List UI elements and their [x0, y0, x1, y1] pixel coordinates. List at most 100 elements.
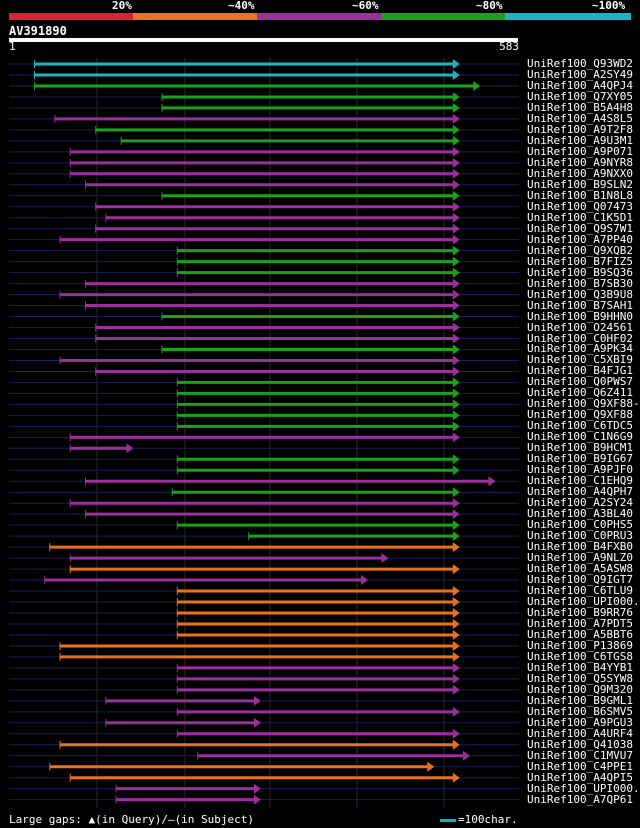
hit-label[interactable]: UniRef100_A5ASW8: [527, 562, 633, 576]
hit-label[interactable]: UniRef100_Q41038: [527, 737, 633, 751]
hit-arrowhead: [452, 399, 460, 410]
hit-label[interactable]: UniRef100_A5BBT6: [527, 627, 633, 641]
hit-arrowhead: [452, 651, 460, 662]
hit-label[interactable]: UniRef100_A9NYR8: [527, 155, 633, 169]
hit-arrowhead: [452, 597, 460, 608]
hit-label[interactable]: UniRef100_Q5SYW8: [527, 671, 633, 685]
legend-label-40: ~40%: [228, 0, 255, 12]
hit-label[interactable]: UniRef100_B6SMV5: [527, 704, 633, 718]
hit-arrowhead: [452, 190, 460, 201]
hit-label[interactable]: UniRef100_B7SB30: [527, 276, 633, 290]
hit-label[interactable]: UniRef100_A4QPH7: [527, 485, 633, 499]
hit-label[interactable]: UniRef100_Q07473: [527, 199, 633, 213]
hit-arrowhead: [452, 146, 460, 157]
hit-label[interactable]: UniRef100_C1EHQ9: [527, 474, 633, 488]
hit-label[interactable]: UniRef100_Q6Z411: [527, 386, 633, 400]
hit-label[interactable]: UniRef100_A9PK34: [527, 342, 633, 356]
hit-label[interactable]: UniRef100_A9P071: [527, 144, 633, 158]
hit-label[interactable]: UniRef100_A9T2F8: [527, 122, 633, 136]
hit-arrowhead: [253, 794, 261, 805]
hit-arrowhead: [452, 388, 460, 399]
hit-label[interactable]: UniRef100_P13869: [527, 638, 633, 652]
hit-label[interactable]: UniRef100_A2SY24: [527, 496, 633, 510]
legend-segment-green: [381, 13, 505, 20]
hit-label[interactable]: UniRef100_A4QPI5: [527, 770, 633, 784]
hit-label[interactable]: UniRef100_C0HF02: [527, 331, 633, 345]
hit-label[interactable]: UniRef100_C0PRU3: [527, 529, 633, 543]
hit-arrowhead: [488, 476, 496, 487]
hit-arrowhead: [463, 750, 470, 761]
hit-label[interactable]: UniRef100_B7FIZ5: [527, 254, 633, 268]
hit-arrowhead: [473, 80, 481, 91]
hit-label[interactable]: UniRef100_UPI000..: [527, 781, 640, 795]
hit-label[interactable]: UniRef100_Q3B9U8: [527, 287, 633, 301]
hit-label[interactable]: UniRef100_A7QP61: [527, 792, 633, 806]
hit-label[interactable]: UniRef100_Q9M320: [527, 682, 633, 696]
hit-label[interactable]: UniRef100_A7PP40: [527, 232, 633, 246]
hit-label[interactable]: UniRef100_B9GML1: [527, 693, 633, 707]
hit-label[interactable]: UniRef100_Q9S7W1: [527, 221, 633, 235]
query-name: AV391890: [9, 24, 67, 38]
hit-label[interactable]: UniRef100_B9SQ36: [527, 265, 633, 279]
hit-label[interactable]: UniRef100_B4FXB0: [527, 540, 633, 554]
hit-label[interactable]: UniRef100_Q93WD2: [527, 57, 633, 70]
hit-arrowhead: [452, 618, 460, 629]
hit-arrowhead: [452, 278, 460, 289]
hit-label[interactable]: UniRef100_B5A4H8: [527, 100, 633, 114]
hit-label[interactable]: UniRef100_C5XBI9: [527, 353, 633, 367]
hit-label[interactable]: UniRef100_B1N8L8: [527, 188, 633, 202]
hit-arrowhead: [452, 432, 460, 443]
hit-label[interactable]: UniRef100_Q9XF88-2: [527, 397, 640, 411]
hit-label[interactable]: UniRef100_C4PPE1: [527, 759, 633, 773]
hit-label[interactable]: UniRef100_C1N6G9: [527, 430, 633, 444]
hit-label[interactable]: UniRef100_C1K5D1: [527, 210, 633, 224]
hit-arrowhead: [452, 135, 460, 146]
hit-label[interactable]: UniRef100_A4S8L5: [527, 111, 633, 125]
hit-label[interactable]: UniRef100_UPI000..: [527, 595, 640, 609]
hit-arrowhead: [452, 640, 460, 651]
hit-label[interactable]: UniRef100_B4FJG1: [527, 364, 633, 378]
hit-label[interactable]: UniRef100_B9IG67: [527, 452, 633, 466]
hit-label[interactable]: UniRef100_C6TLU9: [527, 584, 633, 598]
legend-segment-red: [9, 13, 133, 20]
hit-label[interactable]: UniRef100_B9SLN2: [527, 177, 633, 191]
hit-arrowhead: [452, 256, 460, 267]
hit-label[interactable]: UniRef100_C1MVU7: [527, 748, 633, 762]
hit-arrowhead: [452, 234, 460, 245]
hit-label[interactable]: UniRef100_A4URF4: [527, 726, 633, 740]
hit-label[interactable]: UniRef100_B4YYB1: [527, 660, 633, 674]
hit-label[interactable]: UniRef100_A9NLZ0: [527, 551, 633, 565]
legend-segment-purple: [257, 13, 381, 20]
hit-label[interactable]: UniRef100_Q9IGT7: [527, 573, 633, 587]
hit-label[interactable]: UniRef100_Q7XY05: [527, 89, 633, 103]
hit-label[interactable]: UniRef100_C6TGS8: [527, 649, 633, 663]
hit-label[interactable]: UniRef100_B9HHN0: [527, 309, 633, 323]
large-gaps-legend: Large gaps: ▲(in Query)/—(in Subject): [9, 813, 255, 826]
hit-label[interactable]: UniRef100_A2SY49: [527, 67, 633, 81]
hit-arrowhead: [452, 69, 460, 80]
hit-label[interactable]: UniRef100_A9NXX0: [527, 166, 633, 180]
hit-label[interactable]: UniRef100_C6TDC5: [527, 419, 633, 433]
hit-label[interactable]: UniRef100_A4QPJ4: [527, 78, 633, 92]
hit-label[interactable]: UniRef100_A9PGU3: [527, 715, 633, 729]
hit-label[interactable]: UniRef100_Q9XF88: [527, 408, 633, 422]
hit-label[interactable]: UniRef100_B9RR76: [527, 606, 633, 619]
hit-label[interactable]: UniRef100_B9HCM1: [527, 441, 633, 455]
hit-label[interactable]: UniRef100_O24561: [527, 320, 633, 334]
hit-arrowhead: [452, 421, 460, 432]
hit-arrowhead: [452, 322, 460, 333]
query-ruler-bar: [9, 38, 518, 42]
scale-legend: =100char.: [440, 814, 518, 826]
hit-label[interactable]: UniRef100_A9PJF0: [527, 463, 633, 477]
hit-label[interactable]: UniRef100_B7SAH1: [527, 298, 633, 312]
hit-label[interactable]: UniRef100_A9U3M1: [527, 133, 633, 147]
hit-label[interactable]: UniRef100_C0PHS5: [527, 518, 633, 532]
hit-arrowhead: [452, 706, 460, 717]
hit-label[interactable]: UniRef100_Q9XQB2: [527, 243, 633, 257]
hit-arrowhead: [452, 355, 460, 366]
hit-label[interactable]: UniRef100_Q0PWS7: [527, 375, 633, 389]
hit-label[interactable]: UniRef100_A7PDT5: [527, 616, 633, 630]
hit-arrowhead: [452, 344, 460, 355]
hit-label[interactable]: UniRef100_A3BL40: [527, 507, 633, 521]
query-ruler: 1 583: [9, 38, 519, 54]
